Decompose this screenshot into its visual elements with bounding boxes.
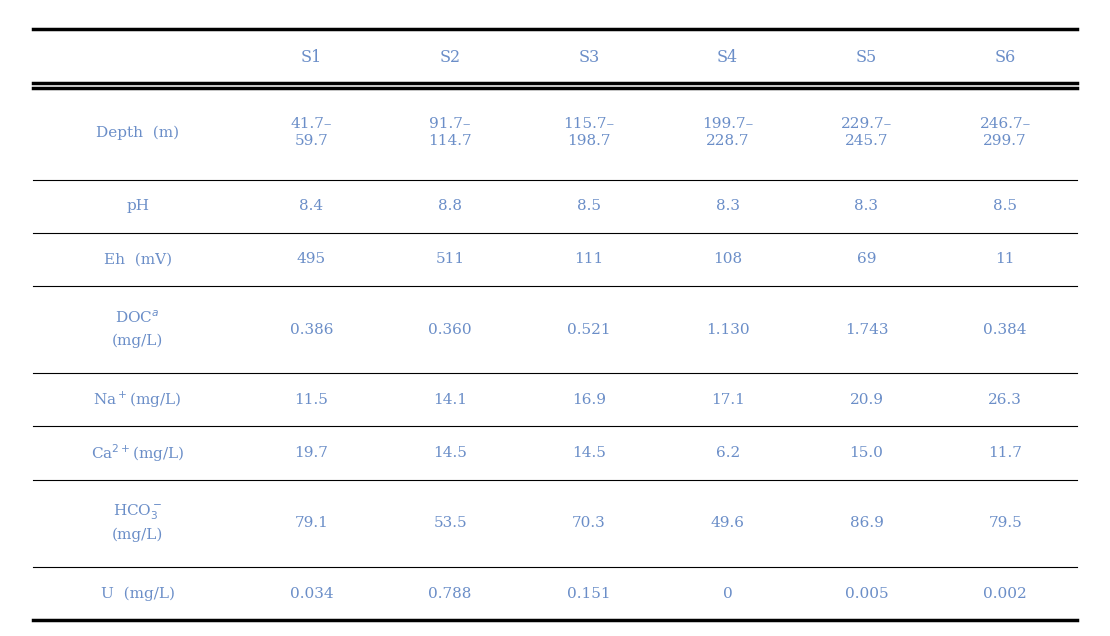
Text: 17.1: 17.1: [710, 393, 745, 407]
Text: 20.9: 20.9: [849, 393, 884, 407]
Text: DOC$^a$: DOC$^a$: [115, 310, 160, 326]
Text: 70.3: 70.3: [572, 516, 606, 530]
Text: S6: S6: [995, 48, 1016, 66]
Text: 1.130: 1.130: [706, 322, 749, 336]
Text: S1: S1: [301, 48, 322, 66]
Text: 69: 69: [857, 252, 876, 266]
Text: 0.384: 0.384: [983, 322, 1027, 336]
Text: 11.5: 11.5: [294, 393, 329, 407]
Text: 199.7–
228.7: 199.7– 228.7: [702, 118, 754, 148]
Text: 49.6: 49.6: [710, 516, 745, 530]
Text: U  (mg/L): U (mg/L): [101, 586, 174, 601]
Text: 11.7: 11.7: [988, 446, 1022, 460]
Text: (mg/L): (mg/L): [112, 527, 163, 542]
Text: 16.9: 16.9: [572, 393, 606, 407]
Text: 511: 511: [435, 252, 465, 266]
Text: 53.5: 53.5: [433, 516, 467, 530]
Text: 91.7–
114.7: 91.7– 114.7: [428, 118, 472, 148]
Text: S3: S3: [578, 48, 599, 66]
Text: 26.3: 26.3: [988, 393, 1022, 407]
Text: 15.0: 15.0: [849, 446, 884, 460]
Text: 108: 108: [713, 252, 743, 266]
Text: 1.743: 1.743: [845, 322, 888, 336]
Text: S4: S4: [717, 48, 738, 66]
Text: 0.002: 0.002: [983, 586, 1027, 600]
Text: 495: 495: [296, 252, 326, 266]
Text: (mg/L): (mg/L): [112, 334, 163, 348]
Text: 8.5: 8.5: [577, 199, 601, 213]
Text: 0.034: 0.034: [290, 586, 333, 600]
Text: 0.005: 0.005: [845, 586, 888, 600]
Text: pH: pH: [127, 199, 149, 213]
Text: 14.5: 14.5: [572, 446, 606, 460]
Text: Eh  (mV): Eh (mV): [103, 252, 172, 266]
Text: Depth  (m): Depth (m): [97, 125, 179, 140]
Text: 14.5: 14.5: [433, 446, 467, 460]
Text: 0: 0: [723, 586, 733, 600]
Text: 111: 111: [574, 252, 604, 266]
Text: 79.1: 79.1: [294, 516, 329, 530]
Text: 6.2: 6.2: [716, 446, 739, 460]
Text: S2: S2: [440, 48, 461, 66]
Text: 0.386: 0.386: [290, 322, 333, 336]
Text: 229.7–
245.7: 229.7– 245.7: [841, 118, 892, 148]
Text: 8.8: 8.8: [438, 199, 462, 213]
Text: S5: S5: [856, 48, 877, 66]
Text: 19.7: 19.7: [294, 446, 329, 460]
Text: 79.5: 79.5: [988, 516, 1022, 530]
Text: 0.788: 0.788: [428, 586, 472, 600]
Text: 8.4: 8.4: [300, 199, 323, 213]
Text: Na$^+$(mg/L): Na$^+$(mg/L): [93, 390, 182, 410]
Text: 0.521: 0.521: [567, 322, 611, 336]
Text: 8.3: 8.3: [855, 199, 878, 213]
Text: 0.360: 0.360: [428, 322, 472, 336]
Text: 14.1: 14.1: [433, 393, 467, 407]
Text: 246.7–
299.7: 246.7– 299.7: [980, 118, 1031, 148]
Text: HCO$_3^-$: HCO$_3^-$: [113, 502, 162, 522]
Text: 8.3: 8.3: [716, 199, 739, 213]
Text: 0.151: 0.151: [567, 586, 611, 600]
Text: 41.7–
59.7: 41.7– 59.7: [291, 118, 332, 148]
Text: 115.7–
198.7: 115.7– 198.7: [564, 118, 615, 148]
Text: 86.9: 86.9: [849, 516, 884, 530]
Text: 8.5: 8.5: [993, 199, 1017, 213]
Text: Ca$^{2+}$(mg/L): Ca$^{2+}$(mg/L): [91, 442, 184, 464]
Text: 11: 11: [996, 252, 1015, 266]
